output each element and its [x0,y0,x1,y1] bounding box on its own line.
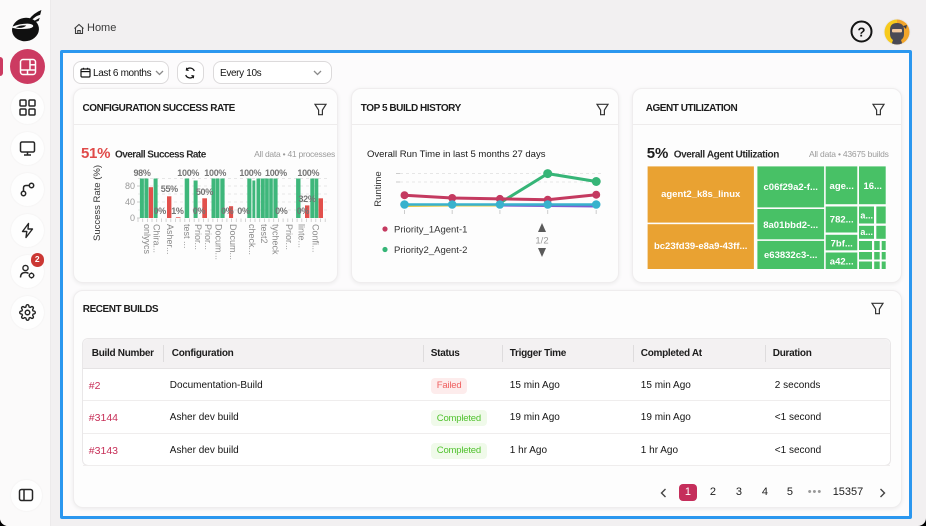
svg-text:Priority_1Agent-1: Priority_1Agent-1 [394,225,467,236]
svg-text:a...: a... [860,227,873,237]
svg-text:Docum...: Docum... [228,224,238,260]
svg-text:55%: 55% [161,184,178,194]
svg-text:8a01bbd2-...: 8a01bbd2-... [763,220,818,231]
svg-text:0%: 0% [193,206,206,216]
svg-text:0%: 0% [154,206,167,216]
svg-text:c06f29a2-f...: c06f29a2-f... [763,182,817,193]
svg-text:Prior...: Prior... [193,224,203,250]
svg-text:?: ? [858,25,866,40]
svg-text:100%: 100% [239,168,261,178]
svg-text:100%: 100% [297,168,319,178]
svg-text:All data • 41 processes: All data • 41 processes [254,149,335,159]
svg-text:80: 80 [125,181,135,191]
svg-text:Asher...: Asher... [165,224,175,255]
svg-text:age...: age... [830,181,854,192]
svg-text:100%: 100% [204,168,226,178]
svg-text:test2: test2 [259,224,269,244]
svg-text:Overall Run Time in last 5 mon: Overall Run Time in last 5 months 27 day… [367,149,546,160]
svg-text:100%: 100% [265,168,287,178]
svg-text:check...: check... [247,224,257,255]
svg-text:linte...: linte... [297,224,307,248]
svg-text:onlyycs: onlyycs [142,224,152,255]
svg-text:Overall Agent Utilization: Overall Agent Utilization [674,150,779,161]
svg-text:100%: 100% [177,168,199,178]
svg-text:Overall Success Rate: Overall Success Rate [115,150,207,161]
svg-text:agent2_k8s_linux: agent2_k8s_linux [661,189,741,200]
svg-text:32%: 32% [298,194,315,204]
svg-text:a...: a... [860,211,873,221]
svg-text:5%: 5% [647,145,669,162]
svg-text:51%: 51% [81,145,110,162]
svg-text:0%: 0% [297,206,310,216]
svg-text:1/2: 1/2 [535,236,548,247]
svg-text:test ...: test ... [182,224,192,249]
svg-text:a42...: a42... [830,257,854,268]
svg-text:Runtime: Runtime [373,171,384,206]
svg-text:0%: 0% [237,206,250,216]
svg-text:Prior...: Prior... [203,224,213,250]
svg-text:Priority2_Agent-2: Priority2_Agent-2 [394,245,467,256]
svg-text:7bf...: 7bf... [831,239,853,250]
svg-text:tycheck: tycheck [271,224,281,255]
svg-text:All data • 43675 builds: All data • 43675 builds [809,149,889,159]
svg-text:0: 0 [130,213,135,223]
svg-text:e63832c3-...: e63832c3-... [764,250,817,261]
svg-text:Docum...: Docum... [214,224,224,260]
svg-text:0%: 0% [275,206,288,216]
svg-text:40: 40 [125,197,135,207]
svg-text:98%: 98% [133,168,150,178]
svg-text:16...: 16... [863,181,882,192]
svg-text:Prior...: Prior... [284,224,294,250]
svg-text:50%: 50% [196,187,213,197]
svg-text:Chira...: Chira... [152,224,162,253]
svg-text:Success Rate (%): Success Rate (%) [92,165,103,241]
svg-text:782...: 782... [830,215,854,226]
svg-text:Confi...: Confi... [311,224,321,253]
svg-text:1%: 1% [171,206,184,216]
svg-text:0%: 0% [221,206,234,216]
svg-text:bc23fd39-e8a9-43ff...: bc23fd39-e8a9-43ff... [654,241,747,252]
